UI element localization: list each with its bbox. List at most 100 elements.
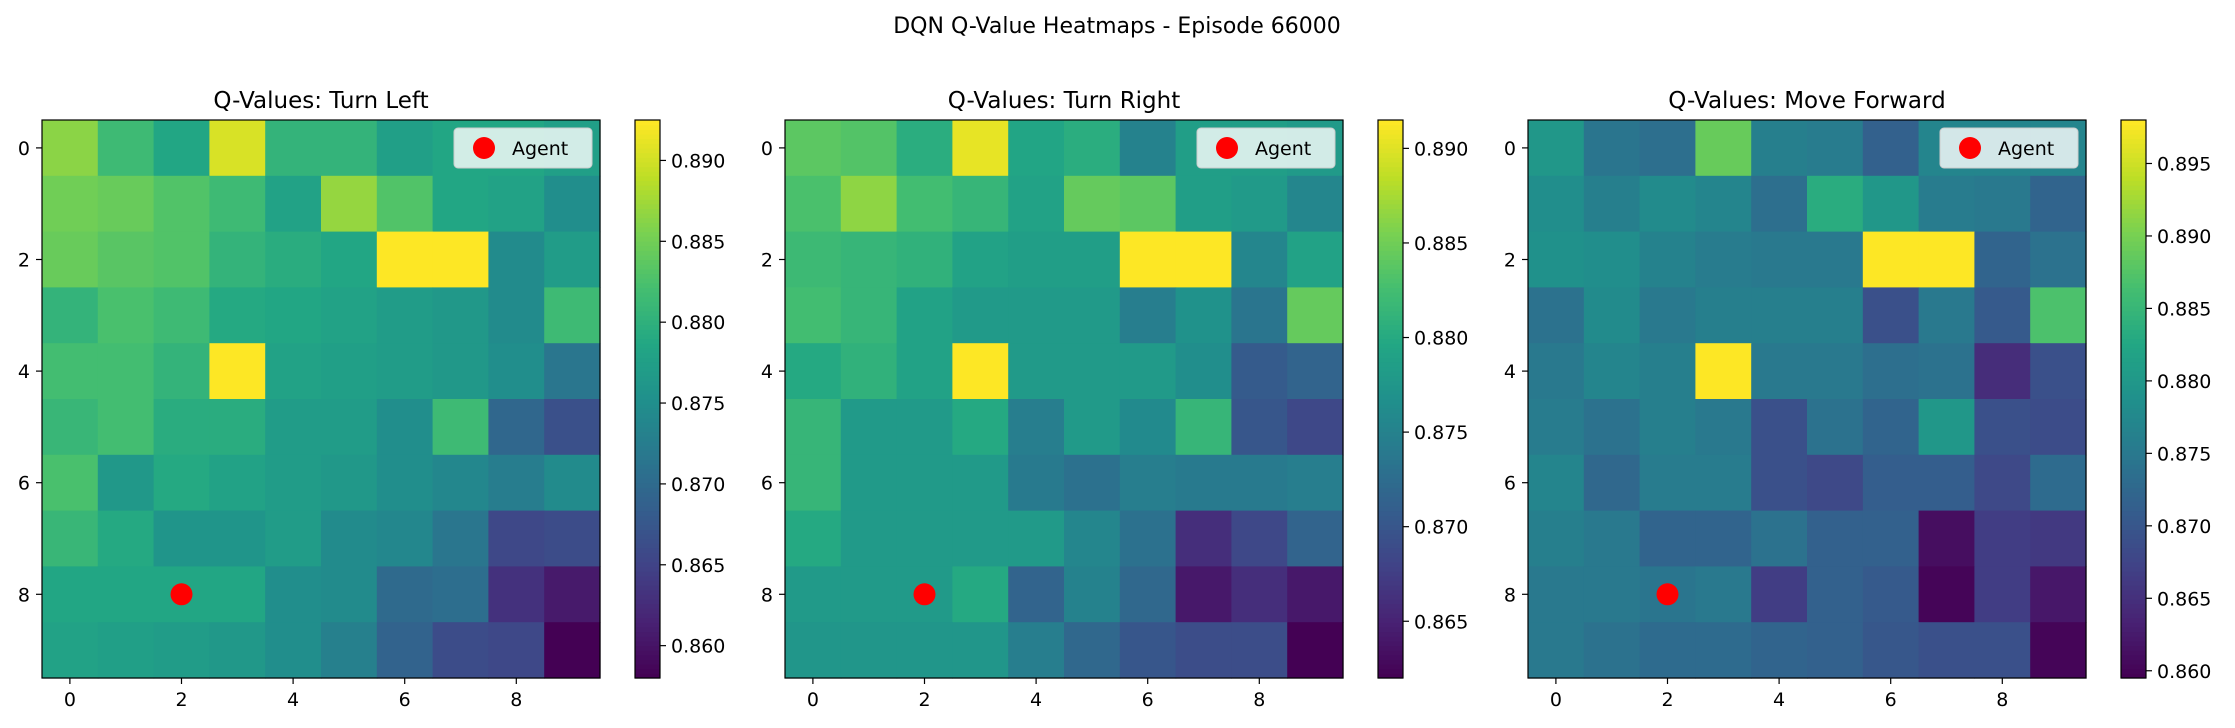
heatmap-panel: Q-Values: Move Forward 0 2 4 6 8 0 2 4 6 8 Agent 0.8… [1504,88,2212,711]
heatmap-cell [97,566,155,623]
colorbar-segment [2121,659,2146,665]
heatmap-cell [153,343,210,400]
heatmap-cell [1008,510,1065,567]
colorbar-segment [1378,292,1403,298]
colorbar-segment [635,543,660,549]
heatmap-cell [785,622,842,679]
heatmap-cell [1583,343,1641,400]
heatmap-cell [209,287,266,344]
colorbar-segment [1378,505,1403,512]
colorbar-tick-label: 0.885 [1414,233,1468,255]
heatmap-cell [896,120,953,177]
x-tick-label: 4 [1030,689,1042,711]
heatmap-cell [1807,399,1864,456]
colorbar-segment [2121,310,2146,316]
colorbar-segment [635,124,660,130]
colorbar-segment [2121,306,2146,312]
colorbar-segment [1378,185,1403,191]
x-tick-label: 6 [399,689,411,711]
heatmap-cell [1862,566,1920,623]
heatmap-cell [97,510,155,567]
colorbar-segment [1378,217,1403,223]
heatmap-cell [952,231,1009,288]
heatmap-cell [1807,510,1864,567]
heatmap-cell [785,510,842,567]
colorbar-tick-label: 0.895 [2157,153,2211,175]
heatmap-cell [840,287,898,344]
heatmap-cell [209,510,266,567]
colorbar-segment [1378,622,1403,628]
heatmap-cell [97,622,155,679]
colorbar-segment [635,515,660,521]
axes-frame [1527,119,2087,679]
heatmap-cell [1528,566,1585,623]
colorbar-segment [1378,143,1403,149]
colorbar-segment [2121,315,2146,321]
colorbar-segment [1378,533,1403,540]
colorbar-segment [1378,594,1403,600]
colorbar-segment [635,338,660,344]
heatmap-cell [376,120,434,177]
colorbar-segment [2121,654,2146,660]
colorbar-segment [635,417,660,423]
heatmap-cell [488,510,545,567]
colorbar-segment [2121,575,2146,581]
colorbar-segment [1378,487,1403,493]
colorbar-segment [2121,366,2146,372]
colorbar-segment [635,138,660,144]
heatmap-cell [1639,231,1696,288]
heatmap-cell [1287,454,1344,512]
colorbar-tick-label: 0.885 [671,231,725,253]
colorbar-segment [1378,161,1403,168]
colorbar-segment [635,357,660,363]
heatmap-cell [1862,120,1920,177]
heatmap-cell [1807,120,1864,177]
heatmap-cell [209,399,266,456]
colorbar-segment [2121,231,2146,237]
colorbar-segment [635,222,660,228]
colorbar-segment [635,292,660,298]
colorbar-segment [2121,124,2146,130]
colorbar-segment [635,426,660,433]
heatmap-cell [432,399,489,456]
colorbar-segment [635,589,660,595]
heatmap-cell [896,287,953,344]
heatmap-cell [209,120,266,177]
colorbar-segment [1378,213,1403,219]
heatmap-cell [952,399,1009,456]
colorbar-segment [635,626,660,633]
colorbar-frame [634,119,661,679]
heatmap-cell [1862,231,1920,288]
heatmap-cell [785,120,842,177]
heatmap-cell [1807,454,1864,512]
colorbar-segment [2121,319,2146,326]
heatmap-cell [1695,622,1752,679]
colorbar-segment [1378,268,1403,275]
heatmap-cell [1175,510,1232,567]
heatmap-cell [1918,343,1975,400]
colorbar-segment [2121,533,2146,540]
heatmap-cell [1008,231,1065,288]
colorbar-segment [1378,338,1403,344]
colorbar-segment [635,175,660,182]
colorbar-segment [1378,561,1403,567]
heatmap-cell [432,343,489,400]
heatmap-cell [896,175,953,233]
colorbar-segment [2121,566,2146,572]
heatmap-cell [2030,399,2087,456]
colorbar-segment [2121,580,2146,586]
heatmap-cell [265,454,322,512]
colorbar-segment [1378,575,1403,581]
colorbar-segment [635,236,660,242]
colorbar-segment [1378,468,1403,474]
colorbar-segment [635,273,660,279]
colorbar-segment [2121,454,2146,461]
x-tick-label: 2 [918,689,930,711]
colorbar-segment [2121,626,2146,633]
colorbar-segment [2121,333,2146,340]
heatmap-cell [1064,287,1121,344]
colorbar-segment [635,226,660,233]
colorbar-segment [1378,403,1403,409]
colorbar-segment [1378,147,1403,154]
heatmap-cell [544,566,601,623]
